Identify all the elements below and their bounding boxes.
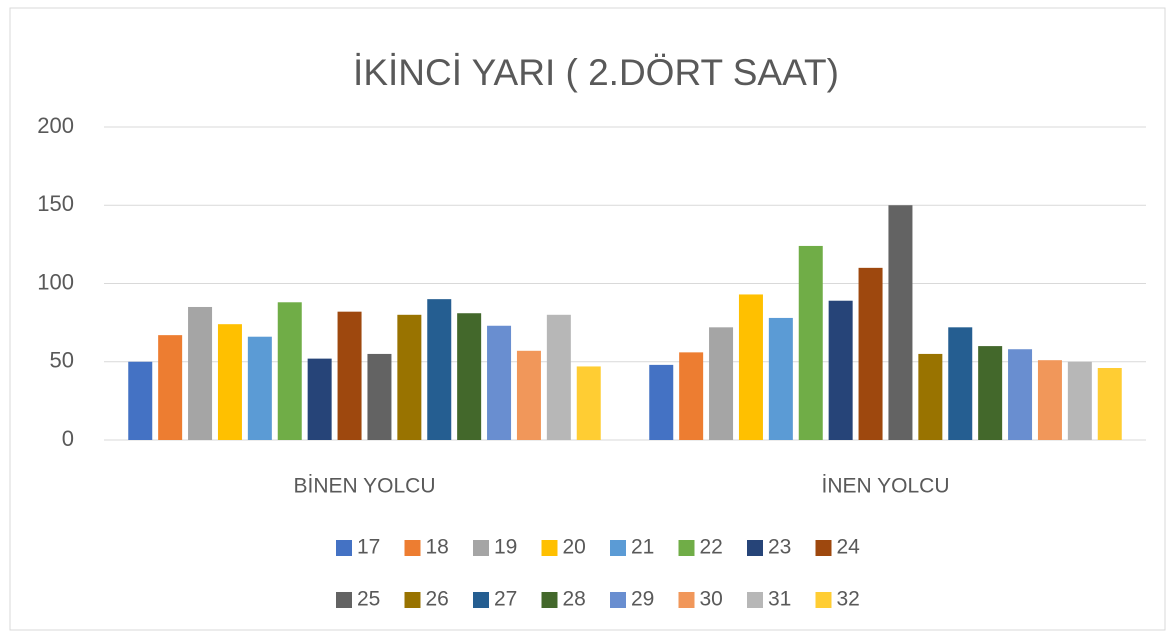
legend-label: 19 — [494, 536, 517, 559]
bar — [798, 245, 823, 440]
bar — [679, 352, 704, 440]
y-tick-label: 100 — [37, 269, 74, 294]
legend-swatch — [541, 592, 558, 608]
legend-label: 17 — [357, 536, 380, 559]
bar — [188, 306, 213, 440]
bar — [1097, 368, 1122, 440]
legend-swatch — [336, 592, 352, 608]
legend-label: 26 — [426, 588, 449, 611]
legend-label: 18 — [426, 536, 449, 559]
legend-swatch — [336, 540, 352, 556]
legend-label: 27 — [494, 588, 517, 611]
bar — [888, 205, 913, 440]
legend-swatch — [473, 592, 489, 608]
bar — [546, 314, 571, 440]
bar — [1037, 360, 1062, 440]
bar — [217, 324, 242, 440]
bar — [978, 346, 1003, 440]
legend-swatch — [815, 540, 832, 556]
legend-swatch — [678, 592, 695, 608]
legend-label: 32 — [837, 588, 860, 611]
chart-frame — [9, 7, 1166, 631]
bar — [948, 327, 973, 440]
bar — [277, 302, 302, 440]
bar — [158, 335, 183, 440]
legend-label: 20 — [563, 536, 586, 559]
y-tick-label: 0 — [62, 426, 74, 451]
x-tick-label: İNEN YOLCU — [822, 475, 950, 498]
bar — [1008, 349, 1033, 440]
legend-label: 30 — [700, 588, 723, 611]
bar — [307, 358, 332, 440]
bar — [128, 361, 153, 440]
legend-label: 23 — [768, 536, 791, 559]
legend-swatch — [610, 592, 626, 608]
legend-swatch — [541, 540, 558, 556]
bar — [738, 294, 763, 440]
bar — [397, 314, 422, 440]
bar — [576, 366, 601, 440]
legend-label: 31 — [768, 588, 791, 611]
bar — [768, 317, 793, 440]
legend-swatch — [404, 540, 421, 556]
legend-label: 24 — [837, 536, 861, 559]
bar — [516, 350, 541, 440]
legend-label: 21 — [631, 536, 654, 559]
legend-swatch — [678, 540, 695, 556]
bar — [367, 353, 392, 440]
legend-swatch — [815, 592, 832, 608]
legend-swatch — [747, 540, 763, 556]
bar — [828, 300, 853, 440]
chart-title: İKİNCİ YARI ( 2.DÖRT SAAT) — [353, 52, 839, 93]
legend-label: 25 — [357, 588, 380, 611]
bar — [649, 364, 674, 440]
bar — [427, 299, 452, 440]
y-tick-label: 50 — [50, 348, 74, 373]
legend-label: 29 — [631, 588, 654, 611]
bar — [918, 353, 943, 440]
x-tick-label: BİNEN YOLCU — [294, 475, 436, 498]
bar — [709, 327, 734, 440]
bar — [487, 325, 512, 440]
bar — [858, 267, 883, 440]
legend-label: 28 — [563, 588, 586, 611]
bar — [457, 313, 482, 440]
bar — [247, 336, 272, 440]
y-tick-label: 200 — [37, 113, 74, 138]
legend-swatch — [404, 592, 421, 608]
bar — [337, 311, 362, 440]
legend-swatch — [473, 540, 489, 556]
bar — [1067, 361, 1092, 440]
legend-swatch — [747, 592, 763, 608]
legend-swatch — [610, 540, 626, 556]
legend-label: 22 — [700, 536, 723, 559]
y-tick-label: 150 — [37, 191, 74, 216]
